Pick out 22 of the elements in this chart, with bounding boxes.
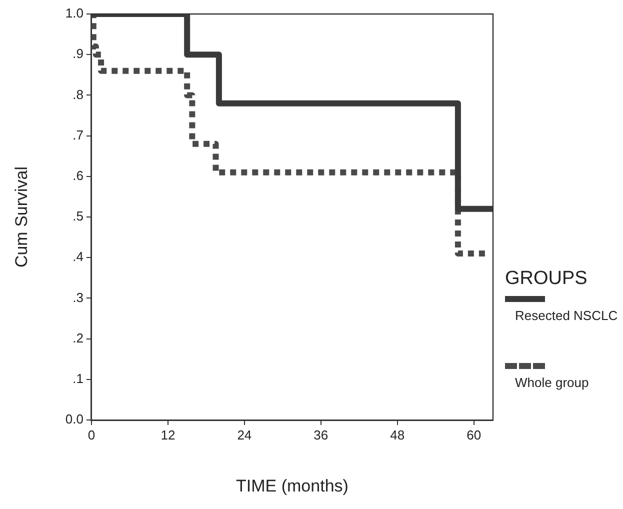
y-tick-label: .6 bbox=[72, 168, 84, 183]
x-tick-label: 0 bbox=[88, 427, 96, 442]
x-tick-label: 36 bbox=[314, 427, 328, 442]
y-tick-label: .9 bbox=[72, 46, 84, 62]
y-tick-label: 0.0 bbox=[65, 412, 84, 427]
y-tick-label: .7 bbox=[72, 127, 84, 142]
x-tick-label: 60 bbox=[466, 427, 482, 442]
x-tick-label: 48 bbox=[390, 427, 405, 442]
legend-title: GROUPS bbox=[505, 268, 588, 290]
x-tick-label: 24 bbox=[237, 427, 252, 442]
legend-label: Resected NSCLC bbox=[515, 308, 618, 323]
y-tick-label: .2 bbox=[72, 330, 84, 346]
y-tick-label: .3 bbox=[72, 290, 84, 305]
y-tick-label: .4 bbox=[72, 249, 84, 264]
y-tick-label: .8 bbox=[72, 86, 84, 102]
y-axis-title: Cum Survival bbox=[12, 166, 31, 268]
y-tick-label: .5 bbox=[72, 208, 84, 224]
x-axis-title: TIME (months) bbox=[236, 476, 348, 496]
y-tick-label: 1.0 bbox=[65, 6, 84, 21]
x-tick-label: 12 bbox=[160, 427, 176, 442]
legend-label: Whole group bbox=[515, 375, 590, 390]
y-tick-label: .1 bbox=[72, 370, 84, 386]
